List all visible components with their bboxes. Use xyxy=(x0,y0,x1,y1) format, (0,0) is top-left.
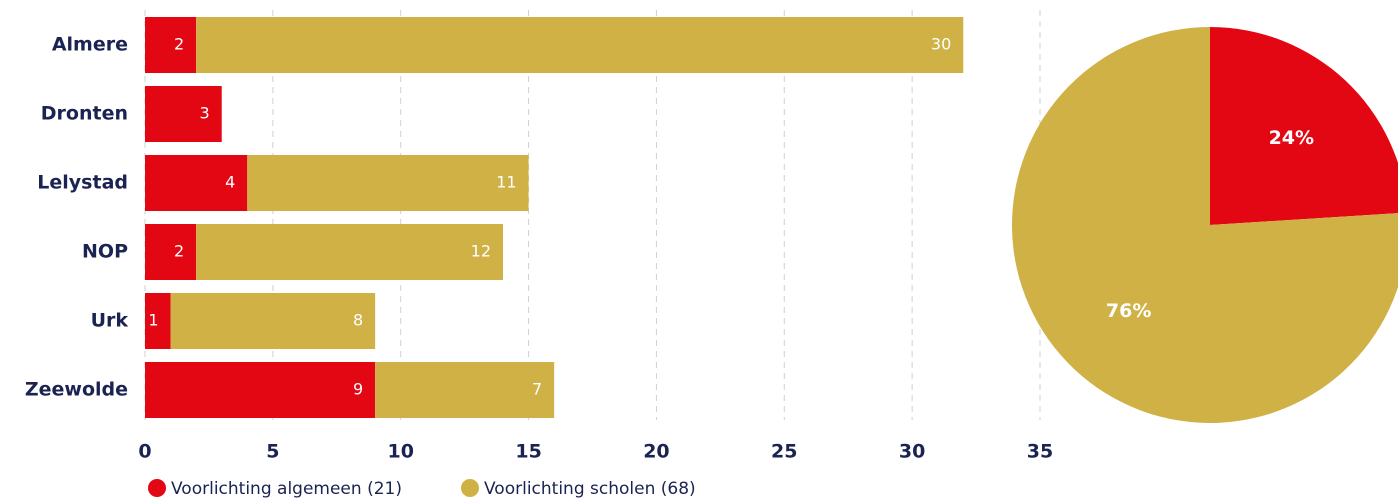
bar-segment xyxy=(145,293,171,349)
legend-label: Voorlichting algemeen (21) xyxy=(171,479,402,499)
bar-segment xyxy=(170,293,376,349)
bar-segment xyxy=(247,155,529,211)
pie-slice xyxy=(1210,27,1398,225)
pie-label: 76% xyxy=(1106,300,1151,322)
y-tick-label: NOP xyxy=(82,241,128,263)
bar-segment xyxy=(145,86,222,142)
x-tick-label: 5 xyxy=(266,441,279,463)
data-label: 30 xyxy=(931,35,951,54)
bar-segment xyxy=(145,17,197,73)
data-label: 12 xyxy=(471,242,491,261)
x-tick-label: 10 xyxy=(387,441,413,463)
bar-segment xyxy=(196,224,503,280)
bar-segment xyxy=(145,155,248,211)
x-tick-label: 0 xyxy=(138,441,151,463)
pie-slice xyxy=(1012,27,1398,423)
x-tick-label: 20 xyxy=(643,441,669,463)
bar-segment xyxy=(375,362,555,418)
data-label: 1 xyxy=(148,311,158,330)
data-label: 9 xyxy=(353,380,363,399)
legend-swatch xyxy=(148,479,166,497)
data-label: 7 xyxy=(532,380,542,399)
data-label: 2 xyxy=(174,35,184,54)
y-tick-label: Zeewolde xyxy=(25,379,128,401)
y-tick-label: Almere xyxy=(52,34,128,56)
x-tick-label: 30 xyxy=(899,441,925,463)
x-tick-label: 25 xyxy=(771,441,797,463)
data-label: 11 xyxy=(496,173,516,192)
bar-segment xyxy=(145,224,197,280)
data-label: 2 xyxy=(174,242,184,261)
bar-segment xyxy=(145,362,376,418)
legend-swatch xyxy=(461,479,479,497)
legend-label: Voorlichting scholen (68) xyxy=(484,479,696,499)
y-tick-label: Dronten xyxy=(41,103,128,125)
x-tick-label: 15 xyxy=(515,441,541,463)
y-tick-label: Lelystad xyxy=(37,172,128,194)
x-tick-label: 35 xyxy=(1027,441,1053,463)
bar-segment xyxy=(196,17,964,73)
y-tick-label: Urk xyxy=(91,310,129,332)
data-label: 4 xyxy=(225,173,235,192)
data-label: 3 xyxy=(200,104,210,123)
pie-label: 24% xyxy=(1269,127,1314,149)
data-label: 8 xyxy=(353,311,363,330)
